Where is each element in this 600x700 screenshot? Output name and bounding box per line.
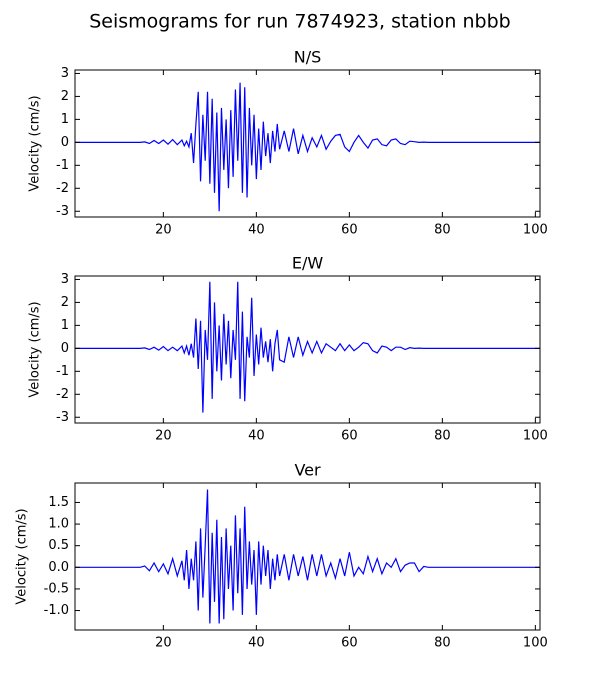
panel-title: E/W: [292, 254, 324, 273]
x-tick-label: 60: [341, 223, 358, 238]
y-tick-label: -2: [56, 387, 69, 402]
axes-frame: [74, 69, 541, 218]
panel-title: Ver: [294, 461, 321, 480]
y-tick-label: -0.5: [44, 581, 69, 596]
y-tick-label: 1.5: [48, 495, 69, 510]
y-tick-label: -1.0: [44, 603, 69, 618]
figure-title: Seismograms for run 7874923, station nbb…: [89, 11, 510, 33]
y-tick-label: 1.0: [48, 517, 69, 532]
y-tick-label: 2: [61, 89, 69, 104]
axes-frame: [74, 482, 541, 631]
x-tick-label: 40: [248, 429, 265, 444]
y-tick-label: 0: [61, 135, 69, 150]
y-axis-label: Velocity (cm/s): [28, 95, 43, 191]
y-tick-label: 3: [61, 272, 69, 287]
y-axis-label: Velocity (cm/s): [28, 301, 43, 397]
y-axis-label: Velocity (cm/s): [15, 508, 30, 604]
x-tick-label: 100: [523, 636, 548, 651]
x-tick-label: 60: [341, 636, 358, 651]
y-tick-label: -1: [56, 364, 69, 379]
y-tick-label: -3: [56, 204, 69, 219]
x-tick-label: 80: [434, 223, 451, 238]
y-tick-label: 1: [61, 318, 69, 333]
axes-frame: [74, 275, 541, 424]
y-tick-label: 3: [61, 66, 69, 81]
panel-title: N/S: [294, 48, 322, 67]
x-tick-label: 40: [248, 223, 265, 238]
x-tick-label: 20: [155, 636, 172, 651]
y-tick-label: -3: [56, 410, 69, 425]
x-tick-label: 40: [248, 636, 265, 651]
x-tick-label: 80: [434, 636, 451, 651]
seismogram-line: [75, 489, 540, 624]
x-tick-label: 100: [523, 429, 548, 444]
y-tick-label: 0: [61, 341, 69, 356]
x-tick-label: 100: [523, 223, 548, 238]
y-tick-label: -2: [56, 181, 69, 196]
y-tick-label: 0.5: [48, 538, 69, 553]
x-tick-label: 20: [155, 223, 172, 238]
y-tick-label: 2: [61, 295, 69, 310]
x-tick-label: 20: [155, 429, 172, 444]
seismogram-line: [75, 281, 540, 413]
x-tick-label: 60: [341, 429, 358, 444]
y-tick-label: -1: [56, 158, 69, 173]
seismogram-line: [75, 82, 540, 212]
y-tick-label: 0.0: [48, 560, 69, 575]
x-tick-label: 80: [434, 429, 451, 444]
y-tick-label: 1: [61, 112, 69, 127]
